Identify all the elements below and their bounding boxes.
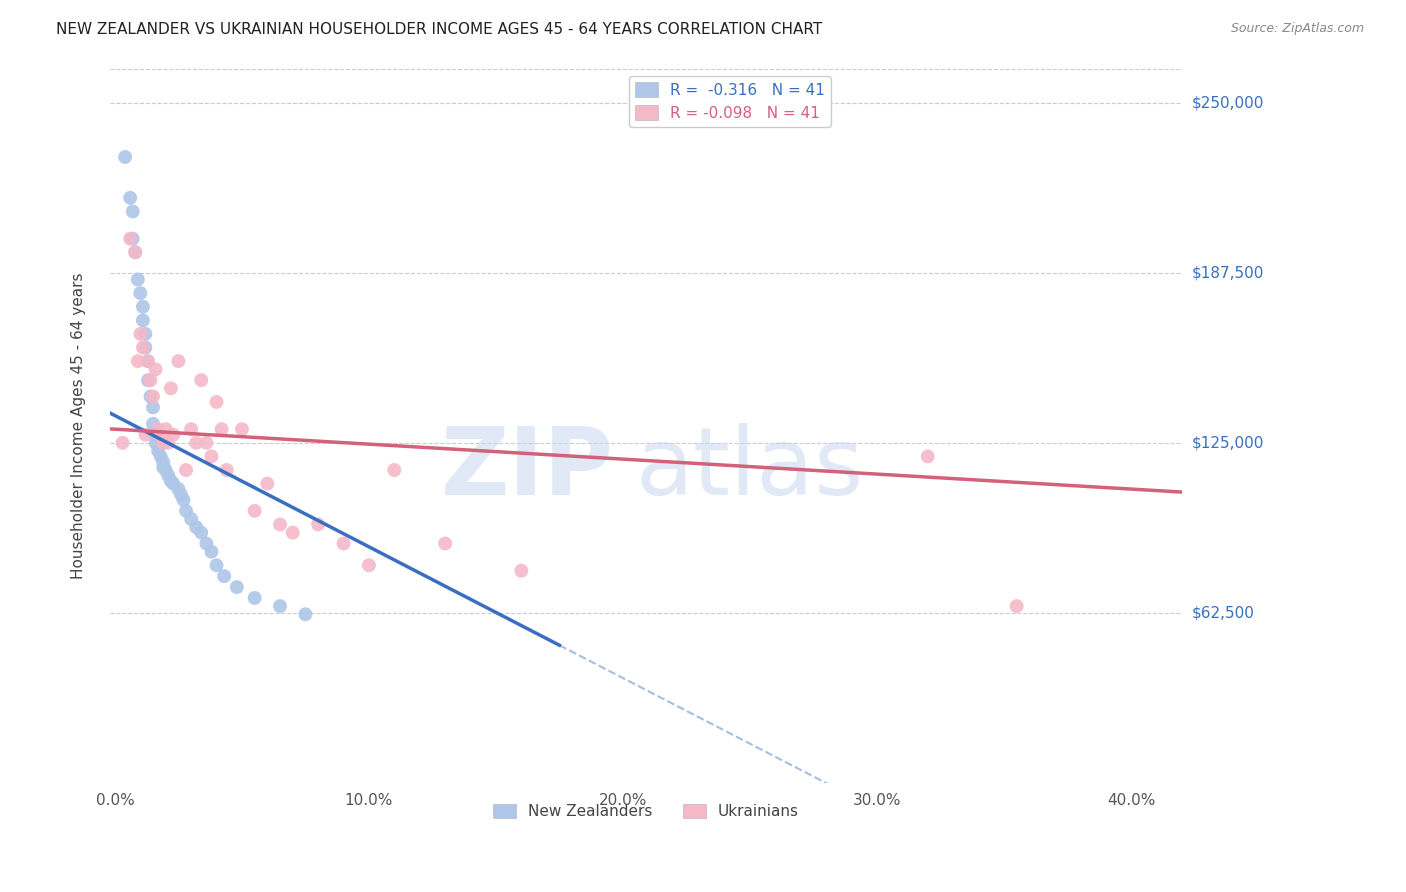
- Point: [152, 455, 174, 469]
- Text: NEW ZEALANDER VS UKRAINIAN HOUSEHOLDER INCOME AGES 45 - 64 YEARS CORRELATION CHA: NEW ZEALANDER VS UKRAINIAN HOUSEHOLDER I…: [56, 22, 823, 37]
- Point: [120, 191, 142, 205]
- Point: [127, 354, 149, 368]
- Point: [195, 435, 218, 450]
- Point: [124, 245, 146, 260]
- Point: [145, 435, 167, 450]
- Text: $62,500: $62,500: [1192, 606, 1254, 621]
- Point: [225, 580, 247, 594]
- Point: [155, 463, 177, 477]
- Text: $125,000: $125,000: [1192, 435, 1264, 450]
- Point: [142, 390, 165, 404]
- Point: [180, 422, 202, 436]
- Point: [1005, 599, 1028, 613]
- Point: [167, 482, 190, 496]
- Point: [200, 544, 222, 558]
- Text: $250,000: $250,000: [1192, 95, 1264, 110]
- Point: [243, 504, 266, 518]
- Point: [174, 463, 197, 477]
- Point: [139, 390, 162, 404]
- Point: [111, 435, 134, 450]
- Point: [212, 569, 235, 583]
- Point: [152, 435, 174, 450]
- Point: [215, 463, 238, 477]
- Point: [132, 300, 155, 314]
- Point: [294, 607, 316, 622]
- Point: [174, 504, 197, 518]
- Point: [121, 204, 143, 219]
- Legend: New Zealanders, Ukrainians: New Zealanders, Ukrainians: [486, 797, 806, 825]
- Point: [269, 517, 291, 532]
- Point: [162, 476, 184, 491]
- Point: [157, 468, 180, 483]
- Point: [142, 401, 165, 415]
- Point: [281, 525, 304, 540]
- Point: [124, 245, 146, 260]
- Point: [152, 460, 174, 475]
- Point: [211, 422, 233, 436]
- Point: [142, 417, 165, 431]
- Point: [917, 450, 939, 464]
- Point: [145, 427, 167, 442]
- Point: [136, 354, 159, 368]
- Point: [205, 395, 228, 409]
- Point: [129, 326, 152, 341]
- Point: [149, 450, 172, 464]
- Point: [256, 476, 278, 491]
- Text: Source: ZipAtlas.com: Source: ZipAtlas.com: [1230, 22, 1364, 36]
- Point: [146, 422, 169, 436]
- Point: [149, 427, 172, 442]
- Point: [134, 427, 156, 442]
- Point: [132, 341, 155, 355]
- Point: [120, 232, 142, 246]
- Point: [243, 591, 266, 605]
- Point: [132, 313, 155, 327]
- Point: [159, 474, 181, 488]
- Point: [195, 536, 218, 550]
- Point: [136, 373, 159, 387]
- Point: [434, 536, 457, 550]
- Point: [382, 463, 405, 477]
- Point: [510, 564, 533, 578]
- Point: [155, 422, 177, 436]
- Point: [190, 373, 212, 387]
- Point: [134, 341, 156, 355]
- Text: atlas: atlas: [636, 423, 863, 515]
- Point: [173, 492, 195, 507]
- Text: ZIP: ZIP: [440, 423, 613, 515]
- Point: [200, 450, 222, 464]
- Point: [157, 435, 180, 450]
- Point: [121, 232, 143, 246]
- Point: [145, 362, 167, 376]
- Point: [167, 354, 190, 368]
- Point: [332, 536, 354, 550]
- Point: [307, 517, 329, 532]
- Point: [190, 525, 212, 540]
- Point: [205, 558, 228, 573]
- Point: [357, 558, 380, 573]
- Point: [231, 422, 253, 436]
- Point: [114, 150, 136, 164]
- Point: [139, 373, 162, 387]
- Text: $187,500: $187,500: [1192, 265, 1264, 280]
- Point: [129, 286, 152, 301]
- Point: [186, 435, 208, 450]
- Point: [269, 599, 291, 613]
- Point: [170, 487, 193, 501]
- Point: [186, 520, 208, 534]
- Point: [136, 354, 159, 368]
- Point: [162, 427, 184, 442]
- Point: [146, 444, 169, 458]
- Point: [159, 381, 181, 395]
- Y-axis label: Householder Income Ages 45 - 64 years: Householder Income Ages 45 - 64 years: [72, 273, 86, 579]
- Point: [127, 272, 149, 286]
- Point: [180, 512, 202, 526]
- Point: [134, 326, 156, 341]
